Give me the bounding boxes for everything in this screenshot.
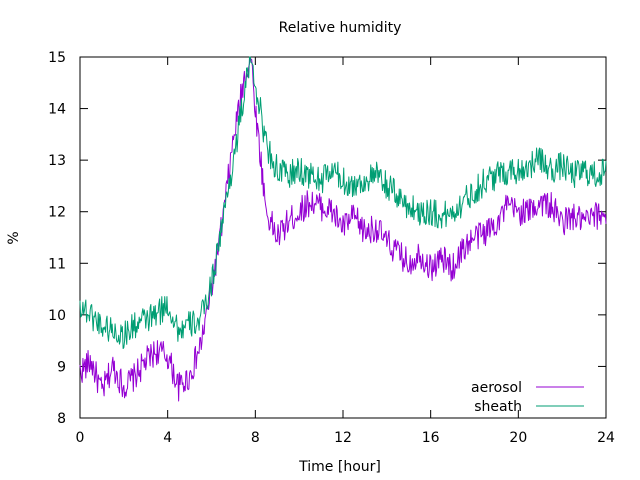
plot-frame [79,56,607,419]
y-tick-label: 14 [48,102,66,118]
y-tick-label: 8 [57,411,66,427]
legend-label: aerosol [471,380,522,396]
y-tick-label: 13 [48,153,66,169]
y-tick-label: 11 [48,256,66,272]
x-tick-label: 4 [163,430,172,446]
x-axis-label: Time [hour] [298,459,381,475]
axes: 0 4 8 12 16 20 24 8 9 10 11 12 13 14 15 [48,50,615,446]
x-tick-label: 16 [422,430,440,446]
y-tick-label: 12 [48,205,66,221]
x-tick-label: 24 [597,430,615,446]
y-tick-label: 9 [57,359,66,375]
legend-label: sheath [474,399,522,415]
x-tick-label: 0 [76,430,85,446]
chart-title: Relative humidity [279,20,402,36]
x-tick-label: 20 [509,430,527,446]
y-tick-label: 15 [48,50,66,66]
y-axis-label: % [6,231,22,244]
x-tick-label: 8 [251,430,260,446]
series-line-aerosol [79,57,607,402]
series-group [79,56,607,402]
series-line-sheath [79,56,607,350]
x-tick-label: 12 [334,430,352,446]
legend: aerosol sheath [471,380,584,415]
y-tick-label: 10 [48,308,66,324]
